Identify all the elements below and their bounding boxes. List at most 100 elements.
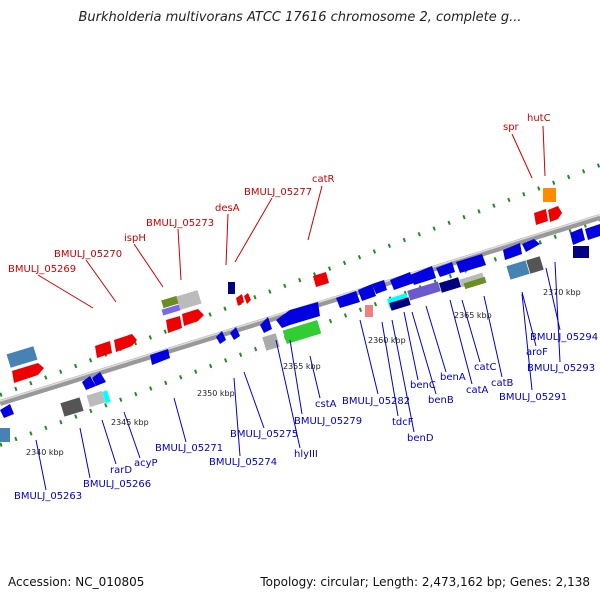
gene-reverse[interactable] — [456, 254, 486, 273]
gene-reverse[interactable] — [92, 372, 106, 386]
gene-forward[interactable] — [182, 309, 204, 326]
position-tick-label: 2340 kbp — [26, 448, 64, 457]
gene-reverse[interactable] — [438, 277, 462, 293]
forward-gene-label[interactable]: ispH — [124, 233, 146, 244]
forward-gene-leader-line — [307, 185, 323, 241]
reverse-gene-label[interactable]: benC — [410, 380, 436, 391]
position-ticks: 2340 kbp 2345 kbp 2350 kbp 2355 kbp 2360 kbp… — [26, 288, 581, 457]
gene-reverse[interactable] — [389, 297, 411, 311]
reverse-gene-label[interactable]: tdcF — [392, 417, 414, 428]
gene-reverse[interactable] — [102, 390, 111, 404]
gene-reverse[interactable] — [262, 333, 280, 351]
gene-reverse[interactable] — [282, 320, 322, 344]
gene-reverse[interactable] — [86, 390, 106, 408]
reverse-gene-label[interactable]: benA — [440, 372, 466, 383]
forward-gene-leader-line — [225, 213, 229, 266]
gene-reverse[interactable] — [82, 376, 96, 390]
forward-gene-label[interactable]: catR — [312, 174, 335, 185]
gene-forward[interactable] — [534, 209, 548, 225]
reverse-gene-label[interactable]: catA — [466, 385, 489, 396]
reverse-gene-label[interactable]: BMULJ_05263 — [14, 491, 82, 502]
gene-reverse[interactable] — [407, 281, 441, 301]
reverse-gene-label[interactable]: benD — [407, 433, 434, 444]
gene-forward[interactable] — [236, 294, 244, 306]
reverse-gene-label[interactable]: BMULJ_05291 — [499, 392, 567, 403]
reverse-gene-leader-line — [425, 305, 447, 373]
gene-reverse[interactable] — [503, 243, 522, 260]
reverse-gene-label[interactable]: BMULJ_05279 — [294, 416, 362, 427]
gene-reverse[interactable] — [358, 284, 376, 301]
reverse-gene-label[interactable]: BMULJ_05266 — [83, 479, 151, 490]
gene-reverse[interactable] — [260, 317, 272, 333]
gene-reverse[interactable] — [570, 228, 585, 245]
gene-reverse[interactable] — [436, 262, 455, 277]
reverse-gene-label[interactable]: acyP — [134, 458, 158, 469]
forward-gene-label[interactable]: desA — [215, 203, 240, 214]
gene-reverse[interactable] — [573, 246, 589, 258]
forward-gene-leader-line — [85, 259, 117, 303]
reverse-gene-label[interactable]: cstA — [315, 399, 337, 410]
gene-reverse[interactable] — [372, 280, 387, 294]
gene-reverse[interactable] — [585, 224, 600, 240]
reverse-gene-leader-line — [521, 293, 533, 391]
gene-reverse[interactable] — [230, 327, 240, 340]
reverse-gene-leader-line — [35, 439, 47, 491]
gene-forward[interactable] — [161, 295, 179, 309]
position-tick-label: 2345 kbp — [111, 418, 149, 427]
reverse-gene-label[interactable]: BMULJ_05282 — [342, 396, 410, 407]
reverse-gene-label[interactable]: BMULJ_05294 — [530, 332, 598, 343]
gene-reverse[interactable] — [60, 397, 84, 417]
accession: Accession: NC_010805 — [8, 575, 145, 589]
gene-forward[interactable] — [313, 272, 329, 287]
gene-forward[interactable] — [6, 346, 38, 368]
gene-reverse[interactable] — [390, 272, 414, 290]
forward-gene-label[interactable]: BMULJ_05269 — [8, 264, 76, 275]
gene-reverse[interactable] — [522, 239, 540, 252]
gene-forward[interactable] — [176, 290, 202, 310]
reverse-gene-label[interactable]: rarD — [110, 465, 132, 476]
forward-gene-label[interactable]: spr — [503, 122, 520, 133]
reverse-gene-label[interactable]: BMULJ_05274 — [209, 457, 277, 468]
gene-reverse[interactable] — [0, 404, 14, 418]
reverse-gene-label[interactable]: hlyIII — [294, 449, 318, 460]
reverse-gene-label[interactable]: BMULJ_05271 — [155, 443, 223, 454]
gene-forward[interactable] — [95, 341, 112, 358]
forward-gene-label[interactable]: hutC — [527, 113, 551, 124]
reverse-gene-label[interactable]: benB — [428, 395, 454, 406]
gene-forward[interactable] — [12, 363, 44, 383]
position-tick-label: 2350 kbp — [197, 389, 235, 398]
gene-forward[interactable] — [548, 206, 562, 222]
reverse-gene-label[interactable]: BMULJ_05293 — [527, 363, 595, 374]
forward-gene-label[interactable]: BMULJ_05273 — [146, 218, 214, 229]
gene-reverse[interactable] — [365, 305, 373, 317]
gene-reverse[interactable] — [463, 276, 487, 290]
reverse-gene-leader-line — [289, 339, 303, 415]
gene-forward[interactable] — [228, 282, 235, 294]
forward-gene-label[interactable]: BMULJ_05270 — [54, 249, 122, 260]
reverse-gene-leader-line — [391, 319, 415, 433]
reverse-gene-label[interactable]: catC — [474, 362, 497, 373]
forward-gene-label[interactable]: BMULJ_05277 — [244, 187, 312, 198]
reverse-gene-label[interactable]: BMULJ_05275 — [230, 429, 298, 440]
gene-forward[interactable] — [114, 334, 137, 352]
gene-reverse[interactable] — [526, 256, 544, 274]
outer-dot-row — [0, 163, 600, 397]
gene-reverse[interactable] — [276, 302, 320, 328]
gene-reverse[interactable] — [410, 266, 436, 285]
gene-reverse[interactable] — [336, 291, 360, 308]
gene-forward[interactable] — [244, 293, 251, 304]
gene-forward[interactable] — [543, 188, 556, 202]
gene-forward[interactable] — [166, 316, 182, 333]
gene-reverse[interactable] — [0, 428, 10, 442]
reverse-gene-label[interactable]: catB — [491, 378, 514, 389]
gene-forward[interactable] — [161, 304, 181, 316]
gene-reverse[interactable] — [216, 331, 226, 344]
reverse-gene-leader-line — [233, 377, 241, 457]
reverse-gene-leader-line — [521, 291, 537, 347]
reverse-gene-label[interactable]: aroF — [526, 347, 548, 358]
gene-reverse[interactable] — [506, 260, 530, 280]
forward-gene-leader-line — [133, 243, 164, 288]
gene-reverse[interactable] — [150, 349, 170, 365]
